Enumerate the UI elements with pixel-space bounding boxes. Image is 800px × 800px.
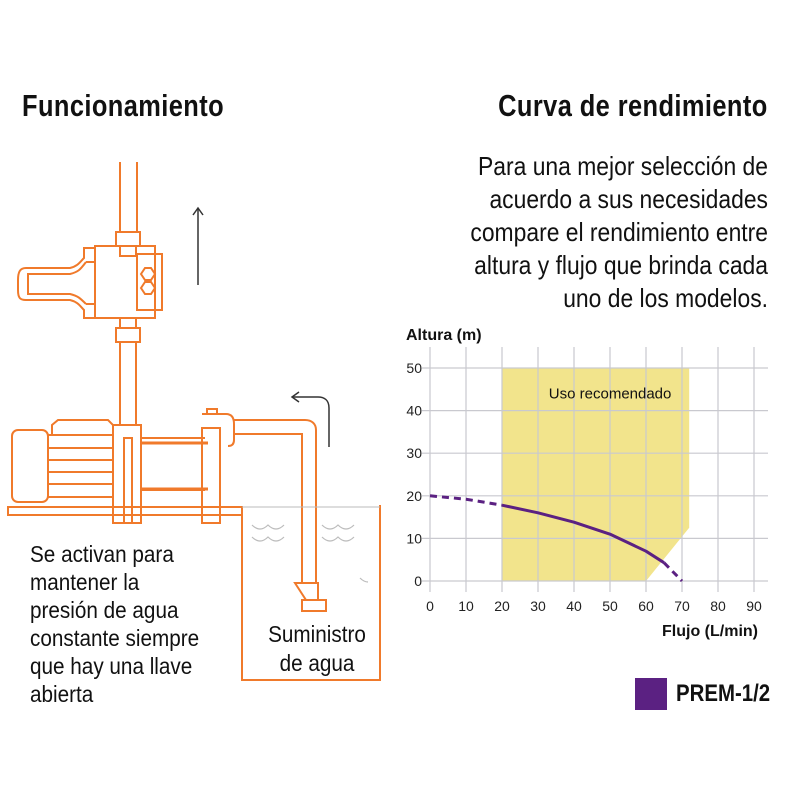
x-tick-label: 70: [674, 598, 690, 614]
curve-solid: [501, 503, 665, 564]
y-tick-label: 40: [406, 403, 422, 419]
desc-line: constante siempre: [30, 625, 200, 651]
x-tick-label: 30: [530, 598, 546, 614]
x-tick-label: 60: [638, 598, 654, 614]
x-tick-label: 90: [746, 598, 762, 614]
title-curva: Curva de rendimiento: [498, 88, 768, 123]
function-description: Se activan para mantener la presión de a…: [30, 540, 218, 708]
desc-line: presión de agua: [30, 597, 179, 623]
x-tick-label: 40: [566, 598, 582, 614]
y-tick-label: 10: [406, 530, 422, 546]
desc-line: uno de los modelos.: [563, 283, 768, 313]
chart-description: Para una mejor selección de acuerdo a su…: [348, 150, 768, 315]
x-tick-label: 50: [602, 598, 618, 614]
y-tick-label: 30: [406, 445, 422, 461]
desc-line: altura y flujo que brinda cada: [474, 250, 768, 280]
y-tick-label: 0: [414, 573, 422, 589]
desc-line: que hay una llave: [30, 653, 193, 679]
y-tick-label: 50: [406, 360, 422, 376]
desc-line: mantener la: [30, 569, 140, 595]
supply-label: Suministro de agua: [252, 620, 382, 678]
y-axis-label: Altura (m): [406, 327, 482, 344]
title-funcionamiento: Funcionamiento: [22, 88, 225, 123]
x-tick-label: 10: [458, 598, 474, 614]
curve-dashed-end: [662, 561, 684, 583]
recommended-region: [502, 368, 690, 581]
region-label: Uso recomendado: [549, 386, 672, 403]
legend-swatch: [635, 678, 667, 710]
desc-line: compare el rendimiento entre: [470, 217, 768, 247]
x-tick-label: 80: [710, 598, 726, 614]
supply-line: Suministro: [268, 621, 366, 647]
flow-arrows: [192, 206, 330, 447]
desc-line: Para una mejor selección de: [478, 151, 768, 181]
desc-line: abierta: [30, 681, 94, 707]
legend-label: PREM-1/2: [676, 680, 771, 707]
supply-line: de agua: [279, 650, 355, 676]
desc-line: Se activan para: [30, 541, 174, 567]
x-tick-label: 20: [494, 598, 510, 614]
y-tick-label: 20: [406, 488, 422, 504]
x-tick-label: 0: [426, 598, 434, 614]
x-axis-label: Flujo (L/min): [662, 623, 758, 640]
desc-line: acuerdo a sus necesidades: [489, 184, 768, 214]
